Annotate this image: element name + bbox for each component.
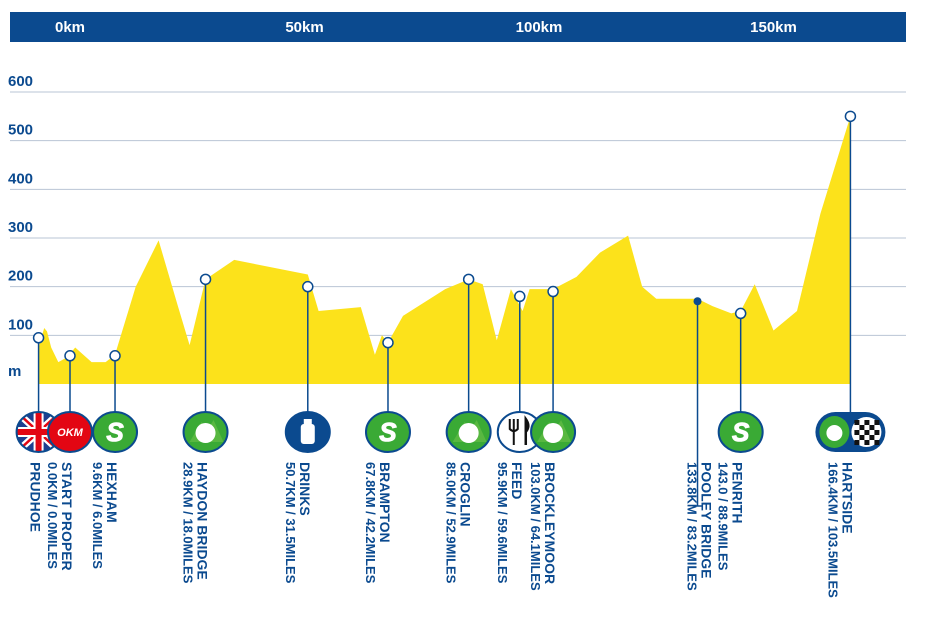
flag-cross-red (35, 412, 42, 452)
kom-badge-label: 3 (465, 425, 473, 441)
sprint-badge (364, 411, 411, 453)
marker-dot (199, 273, 212, 286)
kom-badge-disc (543, 423, 564, 443)
sprint-badge-label: S (732, 417, 750, 447)
marker-distance: 67.8KM / 42.2MILES (363, 462, 378, 584)
kom-badge-disc (458, 423, 479, 443)
y-tick-label: 100 (8, 316, 33, 333)
sprint-badge (92, 411, 139, 453)
bottle-icon (300, 424, 315, 444)
chequer-square (869, 425, 875, 430)
marker-name: PRUDHOE (28, 462, 44, 532)
chequer-square (859, 435, 865, 440)
marker-name: CROGLIN (458, 462, 474, 527)
y-tick-label: 400 (8, 170, 33, 187)
marker-name: DRINKS (297, 462, 313, 516)
chequer-square (864, 430, 870, 435)
header-bar (10, 12, 906, 42)
marker-distance: 9.6KM / 6.0MILES (90, 462, 105, 569)
marker-name: HAYDON BRIDGE (195, 462, 211, 580)
y-unit-label: m (8, 363, 21, 380)
marker-dot (693, 297, 702, 306)
kom-badge-label: 1 (831, 426, 838, 441)
marker-name: FEED (509, 462, 525, 499)
fork-icon (508, 419, 519, 445)
marker-name: HARTSIDE (839, 462, 855, 534)
y-tick-label: 600 (8, 73, 33, 90)
chequer-square (874, 440, 880, 445)
marker-dot (302, 280, 314, 293)
marker-dot (514, 290, 526, 303)
marker-distance: 85.0KM / 52.9MILES (444, 462, 459, 584)
chequer-square (874, 420, 880, 425)
chequer-square (854, 420, 860, 425)
x-tick-label: 0km (55, 19, 85, 36)
altitude-axis: 100 200 300 400 500 600 m (8, 73, 33, 380)
knife-icon (524, 415, 530, 445)
marker-name: BRAMPTON (377, 462, 393, 543)
marker-name: PENRITH (730, 462, 746, 523)
chequer-square (869, 435, 875, 440)
marker-name: BROCKLEYMOOR (542, 462, 558, 584)
marker-distance: 50.7KM / 31.5MILES (283, 462, 298, 584)
chequer-square (854, 430, 860, 435)
kom-badge-label: 1 (202, 425, 210, 441)
marker-dot (32, 332, 45, 344)
elevation-profile-area (38, 116, 851, 385)
start-km-badge (47, 411, 93, 453)
marker-distance: 28.9KM / 18.0MILES (181, 462, 196, 584)
y-tick-label: 500 (8, 122, 33, 139)
chequer-square (864, 440, 870, 445)
marker-name: POOLEY BRIDGE (699, 462, 715, 578)
marker-dot (547, 285, 559, 298)
marker-distance: 103.0KM / 64.1MILES (528, 462, 543, 591)
marker-distance: 95.9KM / 59.6MILES (495, 462, 510, 584)
marker-dot (382, 336, 394, 349)
marker-name: START PROPER (59, 462, 75, 571)
marker-dot (734, 307, 747, 320)
marker-dot (462, 273, 475, 286)
chequer-square (854, 440, 860, 445)
marker-distance: 133.8KM / 83.2MILES (685, 462, 700, 591)
y-tick-label: 200 (8, 268, 33, 285)
distance-axis: 0km 50km 100km 150km (55, 19, 797, 36)
marker-distance: 166.4KM / 103.5MILES (825, 462, 840, 598)
sprint-badge-label: S (106, 417, 124, 447)
marker-dot (844, 110, 857, 123)
chequer-square (859, 425, 865, 430)
kom-badge-label: 3 (549, 425, 557, 441)
x-tick-label: 50km (285, 19, 323, 36)
kom-badge-disc (826, 425, 843, 441)
sprint-badge-label: S (379, 417, 397, 447)
bottle-cap-icon (303, 419, 312, 424)
x-tick-label: 150km (750, 19, 797, 36)
marker-distance: 143.0 / 88.9MILES (716, 462, 731, 571)
kom-badge-disc (195, 423, 216, 443)
start-km-badge-label: OKM (57, 427, 84, 439)
marker-name: HEXHAM (104, 462, 120, 523)
chequer-square (874, 430, 880, 435)
x-tick-label: 100km (516, 19, 563, 36)
chequer-square (864, 420, 870, 425)
marker-dot (109, 350, 121, 362)
sprint-badge (717, 411, 764, 453)
marker-dot (64, 350, 76, 362)
y-tick-label: 300 (8, 219, 33, 236)
marker-distance: 0.0KM / 0.0MILES (45, 462, 60, 569)
